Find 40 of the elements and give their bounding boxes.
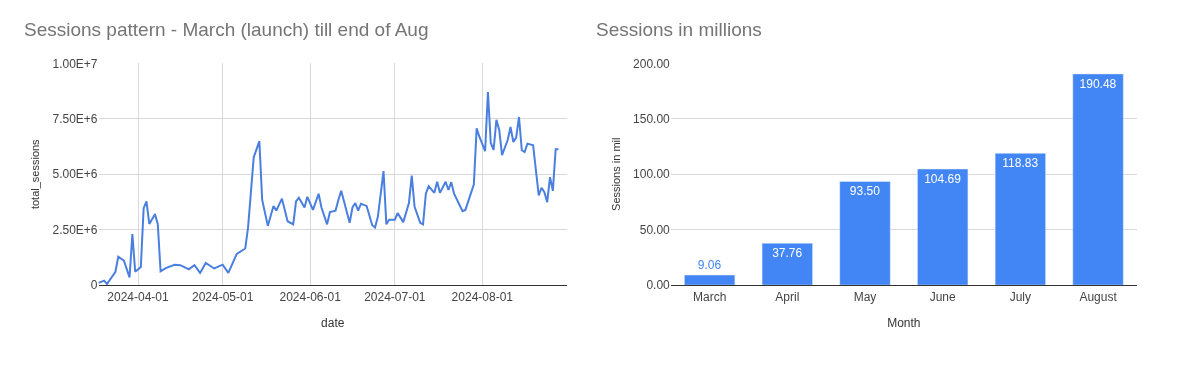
bar <box>761 242 813 286</box>
x-tick-label: March <box>692 289 727 304</box>
bar <box>1072 73 1124 286</box>
chart-title: Sessions in millions <box>596 19 762 40</box>
y-tick-label: 0 <box>90 278 98 293</box>
y-tick-label: 2.50E+6 <box>52 222 98 237</box>
chart-title: Sessions pattern - March (launch) till end of Aug <box>24 19 429 40</box>
x-tick-label: 2024-05-01 <box>191 289 254 304</box>
x-tick-label: April <box>775 289 800 304</box>
x-tick-label: 2024-04-01 <box>107 289 170 304</box>
line-series <box>98 90 560 285</box>
data-label: 93.50 <box>849 184 881 199</box>
x-axis-title: date <box>321 316 345 331</box>
data-label: 37.76 <box>772 246 803 261</box>
x-tick-label: August <box>1079 289 1118 304</box>
x-tick-label: 2024-08-01 <box>451 289 514 304</box>
bar <box>839 181 891 286</box>
y-tick-label: 50.00 <box>639 222 671 237</box>
x-tick-label: July <box>1009 289 1032 304</box>
data-label: 190.48 <box>1079 76 1117 91</box>
y-tick-label: 100.00 <box>633 167 671 182</box>
y-axis-title: total_sessions <box>29 138 42 210</box>
bar <box>917 168 969 286</box>
data-label: 118.83 <box>1002 156 1039 171</box>
x-tick-label: 2024-06-01 <box>279 289 342 304</box>
x-tick-label: June <box>929 289 957 304</box>
y-tick-label: 7.50E+6 <box>52 111 98 126</box>
x-axis-title: Month <box>887 316 921 331</box>
y-tick-label: 150.00 <box>633 111 671 126</box>
bar <box>994 153 1046 286</box>
bar <box>684 274 736 286</box>
x-tick-label: 2024-07-01 <box>364 289 426 304</box>
y-tick-label: 200.00 <box>633 56 671 71</box>
y-tick-label: 5.00E+6 <box>52 167 98 182</box>
x-tick-label: May <box>853 289 877 304</box>
y-axis-title: Sessions in mil <box>609 137 622 211</box>
data-label: 104.69 <box>924 172 962 187</box>
y-tick-label: 0.00 <box>646 278 671 293</box>
data-label: 9.06 <box>697 258 722 273</box>
y-tick-label: 1.00E+7 <box>52 56 98 71</box>
